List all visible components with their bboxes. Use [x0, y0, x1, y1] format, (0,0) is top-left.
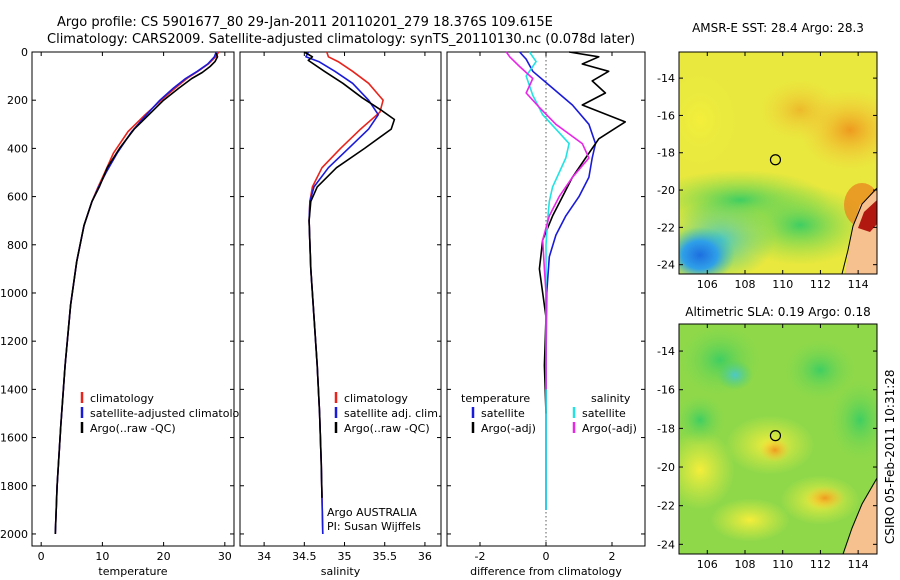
- difference-series-argo-adj--temperature: [538, 51, 627, 414]
- legend-entry: Argo(..raw -QC): [90, 422, 176, 435]
- panel-annotation: PI: Susan Wijffels: [327, 520, 421, 533]
- sla-map-field: [679, 324, 877, 554]
- x-tick-label: 2: [609, 550, 616, 563]
- y-tick-label: 0: [21, 46, 28, 59]
- x-tick-label: 36: [418, 550, 432, 563]
- y-tick-label: 1800: [0, 480, 28, 493]
- legend-entry: satellite: [481, 407, 525, 420]
- legend-entry: Argo(..raw -QC): [344, 422, 430, 435]
- legend-entry: climatology: [90, 392, 154, 405]
- legend-group-header: temperature: [461, 392, 530, 405]
- map-x-tick-label: 110: [772, 278, 793, 291]
- map-y-tick-label: -18: [657, 422, 675, 435]
- y-tick-label: 2000: [0, 528, 28, 541]
- map-y-tick-label: -14: [657, 345, 675, 358]
- difference-series-argo-adj--salinity: [505, 51, 590, 390]
- y-tick-label: 400: [7, 142, 28, 155]
- legend-entry: climatology: [344, 392, 408, 405]
- salinity-panel: 34 34.5 35 35.5 36 salinity climatology satelli…: [239, 51, 442, 578]
- map-x-tick-label: 108: [735, 278, 756, 291]
- legend-entry: Argo(-adj): [582, 422, 637, 435]
- x-tick-label: 0: [38, 550, 45, 563]
- salinity-plot-frame: [239, 51, 442, 547]
- x-tick-label: 30: [218, 550, 232, 563]
- map-y-tick-label: -24: [657, 538, 675, 551]
- y-tick-label: 1000: [0, 287, 28, 300]
- map-y-tick-label: -22: [657, 221, 675, 234]
- argo-float-position-marker: [769, 154, 782, 166]
- x-tick-label: 34: [257, 550, 271, 563]
- temperature-panel: 0 10 20 30 temperature 0 200 400 600 800 1000 1200 1…: [0, 46, 253, 578]
- y-tick-label: 800: [7, 239, 28, 252]
- map-y-tick-label: -22: [657, 500, 675, 513]
- sst-map: AMSR-E SST: 28.4 Argo: 28.3 106 108 110 112…: [657, 21, 878, 291]
- map-y-tick-label: -20: [657, 461, 675, 474]
- figure-title-line2: Climatology: CARS2009. Satellite-adjuste…: [47, 32, 635, 47]
- map-x-tick-label: 114: [848, 558, 869, 571]
- sst-map-field: [679, 52, 877, 274]
- x-tick-label: 35.5: [372, 550, 397, 563]
- map-y-tick-label: -16: [657, 109, 675, 122]
- sst-map-axes: 106 108 110 112 114 -14 -16 -18 -20 -22 -24: [657, 51, 878, 291]
- salinity-series-argo-raw-qc-: [303, 51, 396, 498]
- map-x-tick-label: 112: [810, 558, 831, 571]
- map-x-tick-label: 106: [697, 558, 718, 571]
- map-y-tick-label: -16: [657, 384, 675, 397]
- x-tick-label: 0: [543, 550, 550, 563]
- x-tick-label: 34.5: [292, 550, 317, 563]
- x-tick-label: 35: [338, 550, 352, 563]
- map-x-tick-label: 114: [848, 278, 869, 291]
- map-y-tick-label: -14: [657, 72, 675, 85]
- difference-x-axis-label: difference from climatology: [470, 565, 622, 578]
- temperature-x-axis-label: temperature: [98, 565, 167, 578]
- figure-title-line1: Argo profile: CS 5901677_80 29-Jan-2011 …: [57, 15, 553, 30]
- y-tick-label: 1200: [0, 335, 28, 348]
- legend-entry: satellite: [582, 407, 626, 420]
- y-tick-label: 200: [7, 94, 28, 107]
- sla-map: Altimetric SLA: 0.19 Argo: 0.18 106 108 11…: [657, 305, 878, 571]
- map-y-tick-label: -24: [657, 259, 675, 272]
- x-tick-label: 20: [157, 550, 171, 563]
- difference-panel: -2 0 2 difference from climatology temperatu…: [446, 51, 646, 578]
- legend-entry: satellite-adjusted climatology: [90, 407, 253, 420]
- map-y-tick-label: -18: [657, 147, 675, 160]
- legend-group-header: salinity: [591, 392, 631, 405]
- map-y-tick-label: -20: [657, 184, 675, 197]
- legend-entry: satellite adj. clim.: [344, 407, 441, 420]
- sst-map-frame: [678, 51, 878, 275]
- panel-annotation: Argo AUSTRALIA: [327, 506, 417, 519]
- sla-map-title: Altimetric SLA: 0.19 Argo: 0.18: [685, 305, 870, 319]
- temperature-plot-frame: [31, 51, 235, 547]
- sla-map-axes: 106 108 110 112 114 -14 -16 -18 -20 -22 -24: [657, 323, 878, 571]
- argo-float-position-marker: [769, 430, 782, 442]
- legend-entry: Argo(-adj): [481, 422, 536, 435]
- sla-map-frame: [678, 323, 878, 555]
- sst-map-title: AMSR-E SST: 28.4 Argo: 28.3: [692, 21, 864, 35]
- map-x-tick-label: 108: [735, 558, 756, 571]
- y-tick-label: 1600: [0, 432, 28, 445]
- temperature-series-argo-raw-qc-: [54, 52, 219, 535]
- x-tick-label: -2: [475, 550, 486, 563]
- x-tick-label: 10: [95, 550, 109, 563]
- map-x-tick-label: 110: [772, 558, 793, 571]
- y-tick-label: 600: [7, 191, 28, 204]
- map-x-tick-label: 112: [810, 278, 831, 291]
- salinity-x-axis-label: salinity: [321, 565, 361, 578]
- side-timestamp: CSIRO 05-Feb-2011 10:31:28: [883, 369, 897, 544]
- y-tick-label: 1400: [0, 383, 28, 396]
- map-x-tick-label: 106: [697, 278, 718, 291]
